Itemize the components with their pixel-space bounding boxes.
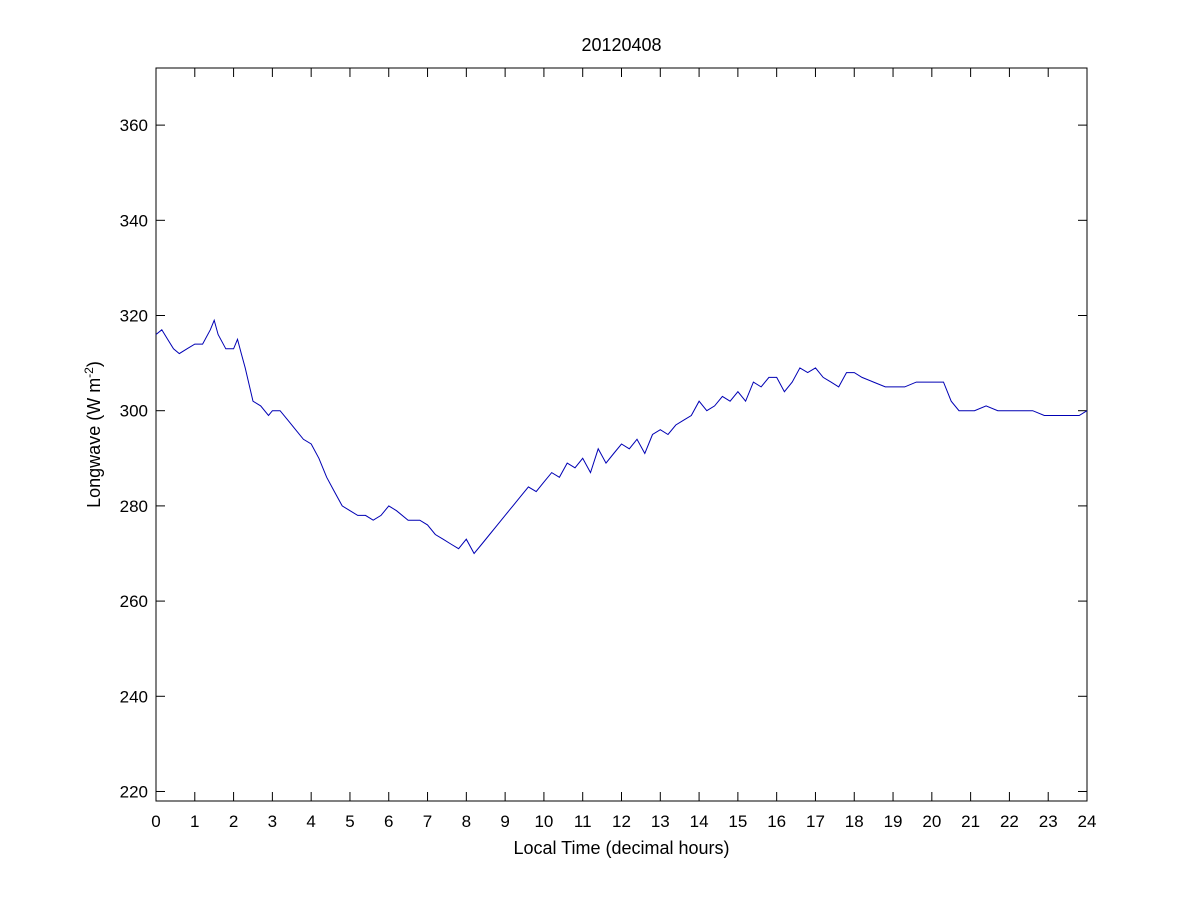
- y-tick-label-260: 260: [120, 592, 148, 611]
- x-tick-label-23: 23: [1039, 812, 1058, 831]
- x-tick-label-14: 14: [690, 812, 709, 831]
- x-tick-label-8: 8: [462, 812, 471, 831]
- x-tick-label-1: 1: [190, 812, 199, 831]
- x-tick-label-5: 5: [345, 812, 354, 831]
- longwave-series-line: [155, 318, 1088, 555]
- x-tick-label-18: 18: [845, 812, 864, 831]
- x-tick-label-21: 21: [961, 812, 980, 831]
- x-tick-label-22: 22: [1000, 812, 1019, 831]
- axis-ticks: [155, 68, 1088, 801]
- x-tick-label-16: 16: [767, 812, 786, 831]
- x-tick-label-17: 17: [806, 812, 825, 831]
- x-tick-label-6: 6: [384, 812, 393, 831]
- x-tick-label-7: 7: [423, 812, 432, 831]
- x-tick-label-11: 11: [574, 812, 592, 831]
- x-tick-label-2: 2: [229, 812, 238, 831]
- y-axis-label-suffix: ): [84, 361, 104, 367]
- y-tick-label-320: 320: [120, 307, 148, 326]
- x-tick-label-20: 20: [922, 812, 941, 831]
- y-tick-label-300: 300: [120, 402, 148, 421]
- y-axis-label: Longwave (W m-2): [82, 361, 104, 508]
- x-tick-label-12: 12: [612, 812, 631, 831]
- y-tick-label-240: 240: [120, 687, 148, 706]
- x-tick-label-15: 15: [728, 812, 747, 831]
- x-tick-label-10: 10: [534, 812, 553, 831]
- x-tick-label-3: 3: [268, 812, 277, 831]
- x-axis-label: Local Time (decimal hours): [513, 838, 729, 858]
- x-tick-label-4: 4: [306, 812, 315, 831]
- y-axis-label-superscript: -2: [82, 367, 96, 378]
- y-tick-label-340: 340: [120, 211, 148, 230]
- x-tick-label-19: 19: [884, 812, 903, 831]
- y-tick-label-360: 360: [120, 116, 148, 135]
- x-tick-label-0: 0: [151, 812, 160, 831]
- y-tick-label-220: 220: [120, 782, 148, 801]
- y-axis-label-text: Longwave (W m: [84, 378, 104, 508]
- x-tick-label-24: 24: [1078, 812, 1097, 831]
- chart-title: 20120408: [581, 35, 661, 55]
- y-tick-label-280: 280: [120, 497, 148, 516]
- x-tick-label-9: 9: [500, 812, 509, 831]
- x-tick-label-13: 13: [651, 812, 670, 831]
- axis-tick-labels: 0 1 2 3 4 5 6 7 8 9 10 11 12 13 14 15 16 17 18 19 20 21 22 23 24…: [120, 116, 1097, 831]
